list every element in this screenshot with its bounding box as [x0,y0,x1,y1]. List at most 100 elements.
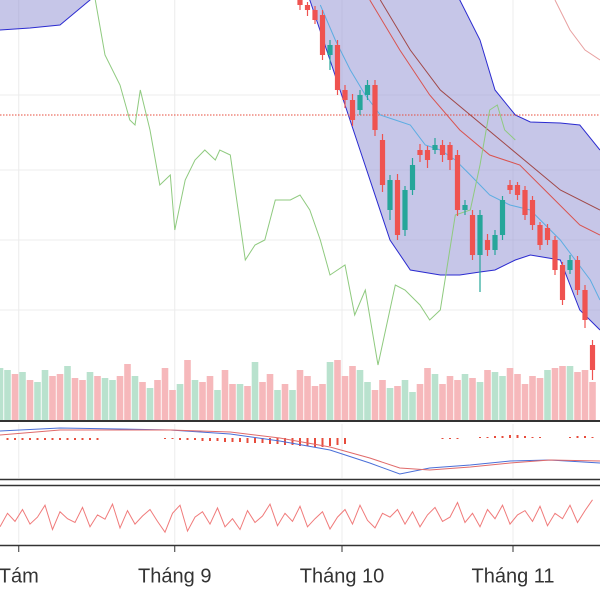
volume-bar [116,376,124,420]
macd-histogram-bar [216,438,219,441]
volume-bar [221,370,229,420]
candle-body [379,140,386,185]
x-tick-label: Tháng 11 [471,565,554,587]
macd-histogram-bar [344,438,346,444]
candle-body [559,265,566,300]
macd-histogram-bar [516,435,519,438]
macd-histogram-bar [194,438,196,440]
ma-line [369,0,600,236]
volume-bar [161,368,169,420]
volume-bar [439,384,446,420]
macd-histogram-bar [246,438,249,443]
volume-bar [0,368,4,420]
volume-bar [386,388,394,420]
macd-histogram-bar [269,438,271,444]
volume-bar [244,386,251,420]
candle-body [537,225,543,245]
volume-bar [199,382,206,420]
macd-histogram-bar [306,438,309,446]
candle-body [582,290,588,320]
macd-histogram-bar [66,438,69,440]
macd-histogram-bar [261,438,264,443]
volume-bar [229,384,236,420]
macd-histogram-bar [96,438,99,440]
volume-bar [19,372,26,420]
volume-bar [154,380,161,420]
macd-histogram-bar [209,438,211,441]
macd-histogram-bar [336,438,339,445]
macd-histogram-bar [539,437,541,438]
macd-histogram-bar [576,436,579,438]
macd-histogram-bar [201,438,204,441]
macd-histogram-bar [291,438,294,445]
volume-bar [514,374,521,420]
volume-bar [379,380,386,420]
x-tick-label: Tám [0,565,39,587]
macd-histogram-bar [89,438,91,440]
macd-histogram-bar [509,435,511,438]
candle-body [529,200,536,225]
volume-bar [11,374,19,420]
volume-bar [559,366,566,420]
volume-bar [191,380,199,420]
macd-histogram-bar [314,438,316,447]
macd-histogram-bar [74,438,76,440]
candle-body [432,145,438,150]
volume-bar [424,368,431,420]
macd-histogram-bar [441,438,444,439]
band-area [0,0,600,330]
macd-histogram-bar [44,438,46,440]
candle-body [357,95,363,110]
volume-bar [49,376,56,420]
macd-panel [0,424,600,478]
candle-body [484,240,491,250]
volume-bar [146,388,154,420]
volume-bar [139,382,146,420]
volume-bar [289,390,296,420]
candle-body [439,145,446,155]
macd-histogram-bar [179,438,181,440]
volume-bar [394,386,401,420]
candle-body [327,45,333,55]
candle-body [544,228,551,240]
macd-histogram-bar [591,437,594,438]
volume-bar [461,374,469,420]
volume-bar [476,382,484,420]
x-tick-label: Tháng 9 [138,565,211,587]
volume-bar [544,370,551,420]
macd-histogram-bar [501,436,504,438]
macd-histogram-bar [456,438,459,439]
volume-bar [86,372,94,420]
macd-histogram-bar [59,438,61,440]
ma-line [554,0,600,61]
candle-body [522,190,528,215]
candle-body [312,10,318,20]
volume-bar [311,386,319,420]
volume-bar [401,380,409,420]
macd-histogram-bar [321,438,324,447]
x-tick-label: Tháng 10 [300,565,385,587]
candle-body [334,45,341,90]
volume-bar [499,376,506,420]
volume-bar [304,376,311,420]
candle-body [507,185,513,190]
volume-bar [416,384,424,420]
volume-bar [41,370,49,420]
rsi-panel [0,489,593,543]
volume-bar [64,366,71,420]
candle-body [304,5,311,10]
volume-bar [79,380,86,420]
volume-bar [356,370,364,420]
volume-bar [334,360,341,420]
macd-histogram-bar [231,438,234,442]
volume-bar [529,376,536,420]
volume-bar [589,382,596,420]
macd-histogram-bar [329,438,331,446]
volume-bar [56,374,64,420]
macd-histogram-bar [29,438,31,440]
volume-bar [296,370,304,420]
macd-line [0,427,600,475]
volume-bar [34,382,41,420]
candle-body [447,145,453,160]
